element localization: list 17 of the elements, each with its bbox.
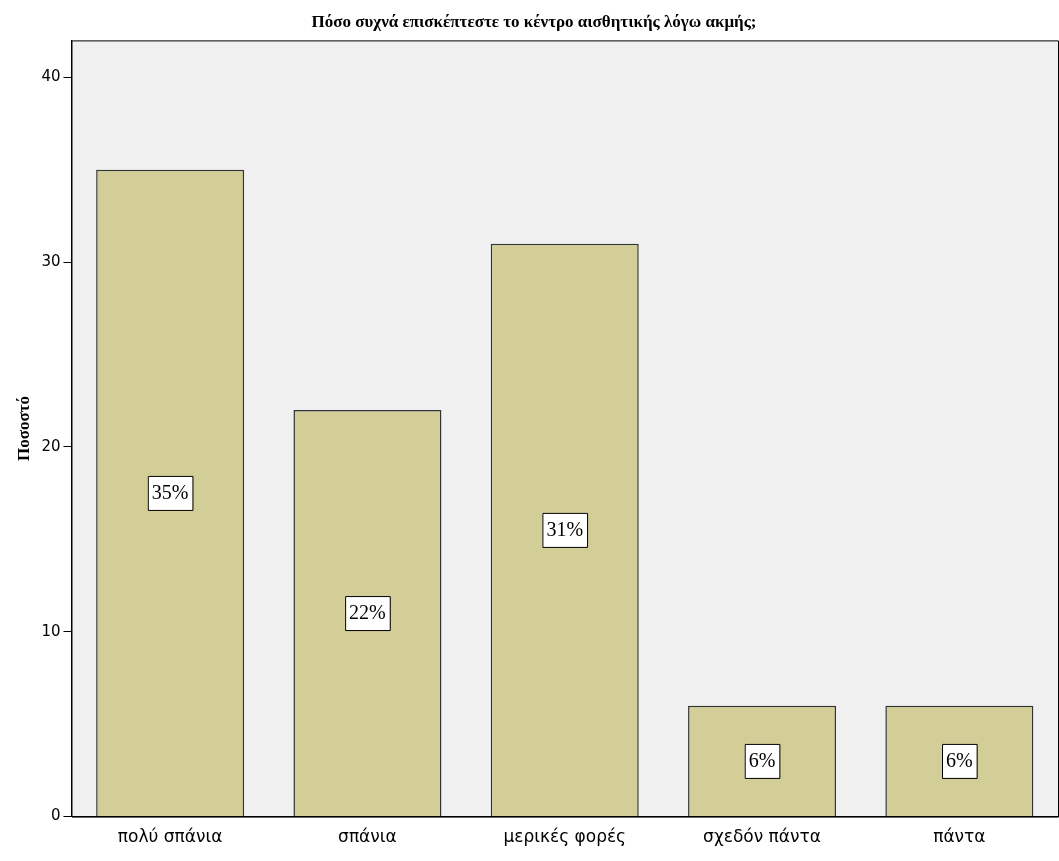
y-tick-label: 20 bbox=[41, 436, 61, 455]
y-tick-label: 40 bbox=[41, 67, 61, 86]
y-axis-title: Ποσοστό bbox=[13, 395, 33, 462]
data-label: 31% bbox=[546, 518, 584, 541]
x-tick-label: πολύ σπάνια bbox=[117, 826, 223, 847]
y-tick-label: 30 bbox=[41, 252, 61, 271]
data-label: 6% bbox=[946, 749, 973, 772]
y-tick-label: 0 bbox=[50, 806, 61, 825]
x-tick-label: σπάνια bbox=[338, 826, 397, 847]
x-tick-label: μερικές φορές bbox=[503, 826, 627, 847]
x-tick-label: πάντα bbox=[933, 826, 986, 847]
chart-title: Πόσο συχνά επισκέπτεστε το κέντρο αισθητικής λόγω ακμής; bbox=[311, 11, 757, 31]
data-label: 22% bbox=[349, 601, 386, 624]
data-label: 6% bbox=[748, 749, 776, 772]
x-tick-label: σχεδόν πάντα bbox=[703, 826, 821, 847]
data-label: 35% bbox=[151, 481, 189, 504]
y-tick-label: 10 bbox=[41, 621, 61, 640]
